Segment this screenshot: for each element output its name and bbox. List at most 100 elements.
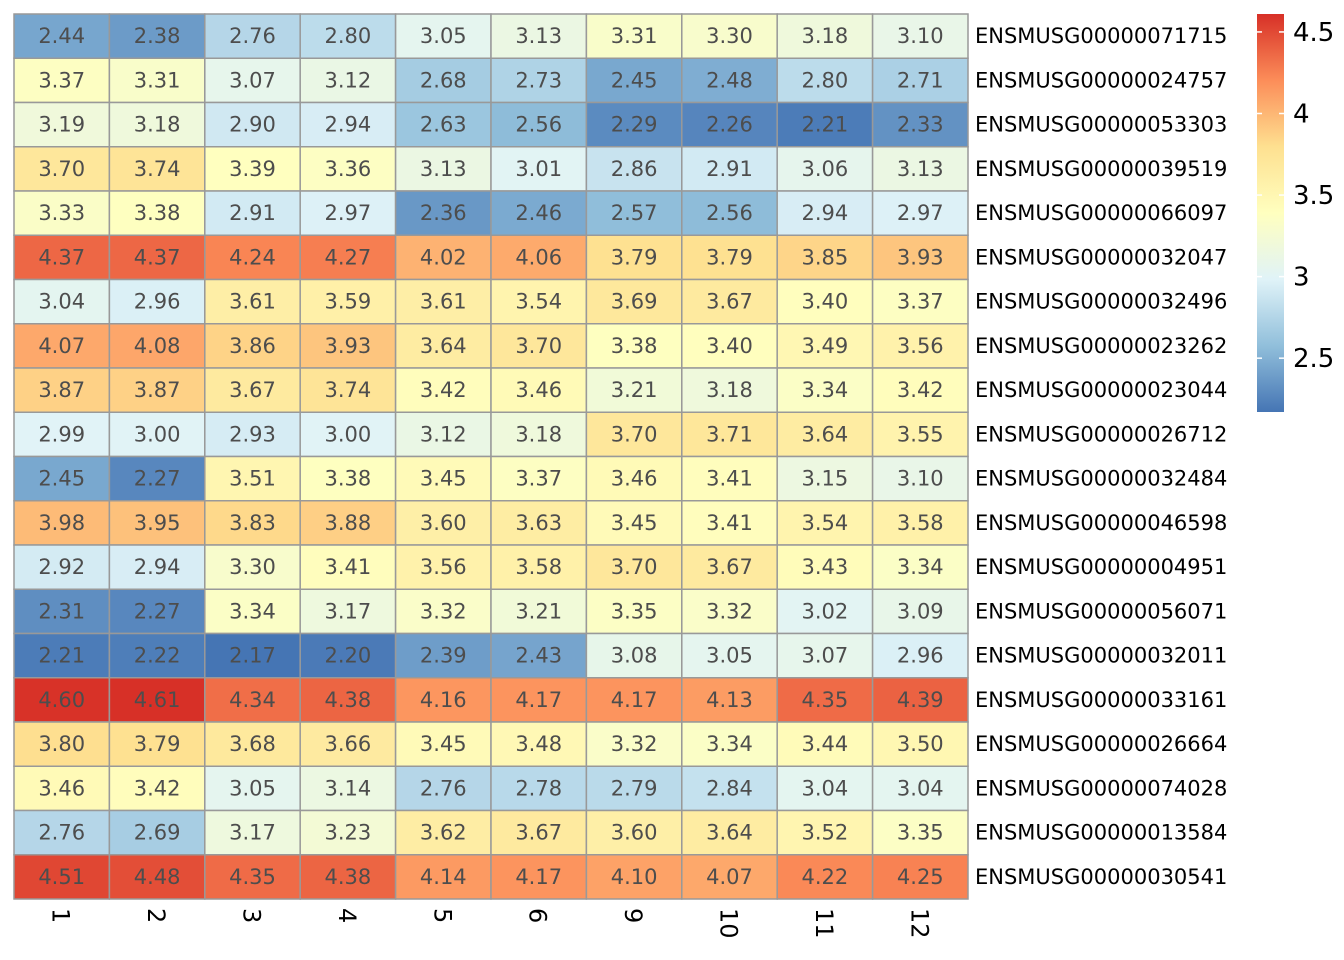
cell-value-label: 3.18 bbox=[515, 422, 562, 446]
row-label: ENSMUSG00000004951 bbox=[975, 555, 1227, 579]
heatmap-cell bbox=[681, 57, 778, 104]
heatmap-cell bbox=[490, 411, 588, 458]
cell-value-label: 3.12 bbox=[325, 68, 372, 92]
cell-value-label: 3.05 bbox=[706, 644, 753, 668]
heatmap-cell bbox=[394, 367, 492, 413]
cell-value-label: 4.02 bbox=[420, 245, 467, 269]
row-label: ENSMUSG00000030541 bbox=[975, 865, 1227, 889]
cell-value-label: 3.09 bbox=[897, 599, 944, 623]
cell-value-label: 2.38 bbox=[134, 24, 181, 48]
row-label: ENSMUSG00000023262 bbox=[975, 334, 1227, 358]
cell-value-label: 2.44 bbox=[38, 24, 85, 48]
cell-value-label: 3.88 bbox=[325, 511, 372, 535]
cell-value-label: 3.71 bbox=[706, 422, 753, 446]
heatmap-cell bbox=[299, 234, 397, 281]
cell-value-label: 2.91 bbox=[706, 157, 753, 181]
cell-value-label: 3.70 bbox=[38, 157, 85, 181]
heatmap-cell bbox=[394, 500, 492, 546]
cell-value-label: 2.76 bbox=[38, 821, 85, 845]
row-label: ENSMUSG00000033161 bbox=[975, 688, 1227, 712]
cell-value-label: 3.85 bbox=[802, 245, 849, 269]
heatmap-cell bbox=[585, 809, 683, 856]
heatmap-cell bbox=[108, 588, 206, 635]
cell-value-label: 3.67 bbox=[515, 821, 562, 845]
cell-value-label: 3.95 bbox=[134, 511, 181, 535]
cell-value-label: 3.37 bbox=[897, 290, 944, 314]
cell-value-label: 3.51 bbox=[229, 467, 276, 491]
cell-value-label: 3.56 bbox=[897, 334, 944, 358]
cell-value-label: 4.34 bbox=[229, 688, 276, 712]
cell-value-label: 3.69 bbox=[611, 290, 658, 314]
legend-color-bar bbox=[1257, 14, 1284, 412]
row-label: ENSMUSG00000053303 bbox=[975, 113, 1227, 137]
cell-value-label: 3.46 bbox=[38, 776, 85, 800]
cell-value-label: 2.43 bbox=[515, 644, 562, 668]
cell-value-label: 3.74 bbox=[134, 157, 181, 181]
cell-value-label: 3.54 bbox=[515, 290, 562, 314]
heatmap-cell bbox=[13, 234, 111, 281]
heatmap-cell bbox=[681, 323, 778, 369]
cell-value-label: 2.80 bbox=[802, 68, 849, 92]
cell-value-label: 2.26 bbox=[706, 113, 753, 137]
cell-value-label: 3.30 bbox=[706, 24, 753, 48]
heatmap-cell bbox=[108, 101, 206, 148]
heatmap-cell bbox=[204, 367, 301, 413]
cell-value-label: 3.54 bbox=[802, 511, 849, 535]
heatmap-cell bbox=[394, 234, 492, 281]
column-label: 1 bbox=[47, 908, 75, 923]
heatmap-cell bbox=[13, 544, 111, 590]
cell-value-label: 3.18 bbox=[706, 378, 753, 402]
cell-value-label: 3.98 bbox=[38, 511, 85, 535]
cell-value-label: 2.36 bbox=[420, 201, 467, 225]
heatmap-cell bbox=[776, 632, 874, 679]
cell-value-label: 3.70 bbox=[611, 555, 658, 579]
heatmap-cell bbox=[394, 411, 492, 458]
heatmap-cell bbox=[585, 632, 683, 679]
heatmap-cell bbox=[13, 411, 111, 458]
heatmap-cell bbox=[776, 544, 874, 590]
cell-value-label: 3.60 bbox=[611, 821, 658, 845]
cell-value-label: 2.63 bbox=[420, 113, 467, 137]
cell-value-label: 4.35 bbox=[802, 688, 849, 712]
cell-value-label: 4.38 bbox=[325, 688, 372, 712]
cell-value-label: 2.69 bbox=[134, 821, 181, 845]
cell-value-label: 2.39 bbox=[420, 644, 467, 668]
heatmap-cell bbox=[776, 854, 874, 900]
cell-value-label: 3.34 bbox=[802, 378, 849, 402]
heatmap-cell bbox=[490, 544, 588, 590]
cell-value-label: 3.86 bbox=[229, 334, 276, 358]
heatmap-cell bbox=[776, 278, 874, 325]
cell-value-label: 3.02 bbox=[802, 599, 849, 623]
cell-value-label: 4.13 bbox=[706, 688, 753, 712]
cell-value-label: 3.48 bbox=[515, 732, 562, 756]
heatmap-cell bbox=[299, 854, 397, 900]
heatmap-cell bbox=[299, 455, 397, 502]
heatmap-cell bbox=[204, 323, 301, 369]
cell-value-label: 3.67 bbox=[706, 555, 753, 579]
cell-value-label: 3.17 bbox=[229, 821, 276, 845]
cell-value-label: 3.34 bbox=[229, 599, 276, 623]
cell-value-label: 2.97 bbox=[325, 201, 372, 225]
heatmap-cell bbox=[13, 854, 111, 900]
cell-value-label: 2.33 bbox=[897, 113, 944, 137]
cell-value-label: 3.36 bbox=[325, 157, 372, 181]
cell-value-label: 3.93 bbox=[897, 245, 944, 269]
cell-value-label: 2.94 bbox=[802, 201, 849, 225]
cell-value-label: 3.19 bbox=[38, 113, 85, 137]
legend-tick-label: 3.5 bbox=[1293, 181, 1334, 211]
cell-value-label: 4.39 bbox=[897, 688, 944, 712]
cell-value-label: 3.00 bbox=[325, 422, 372, 446]
heatmap-cell bbox=[681, 367, 778, 413]
cell-value-label: 3.13 bbox=[420, 157, 467, 181]
cell-value-label: 3.01 bbox=[515, 157, 562, 181]
cell-value-label: 3.79 bbox=[706, 245, 753, 269]
cell-value-label: 3.41 bbox=[706, 467, 753, 491]
row-label: ENSMUSG00000046598 bbox=[975, 511, 1227, 535]
heatmap-cell bbox=[108, 500, 206, 546]
cell-value-label: 2.21 bbox=[38, 644, 85, 668]
heatmap-cell bbox=[108, 323, 206, 369]
cell-value-label: 3.68 bbox=[229, 732, 276, 756]
heatmap-cell bbox=[108, 455, 206, 502]
cell-value-label: 4.07 bbox=[38, 334, 85, 358]
